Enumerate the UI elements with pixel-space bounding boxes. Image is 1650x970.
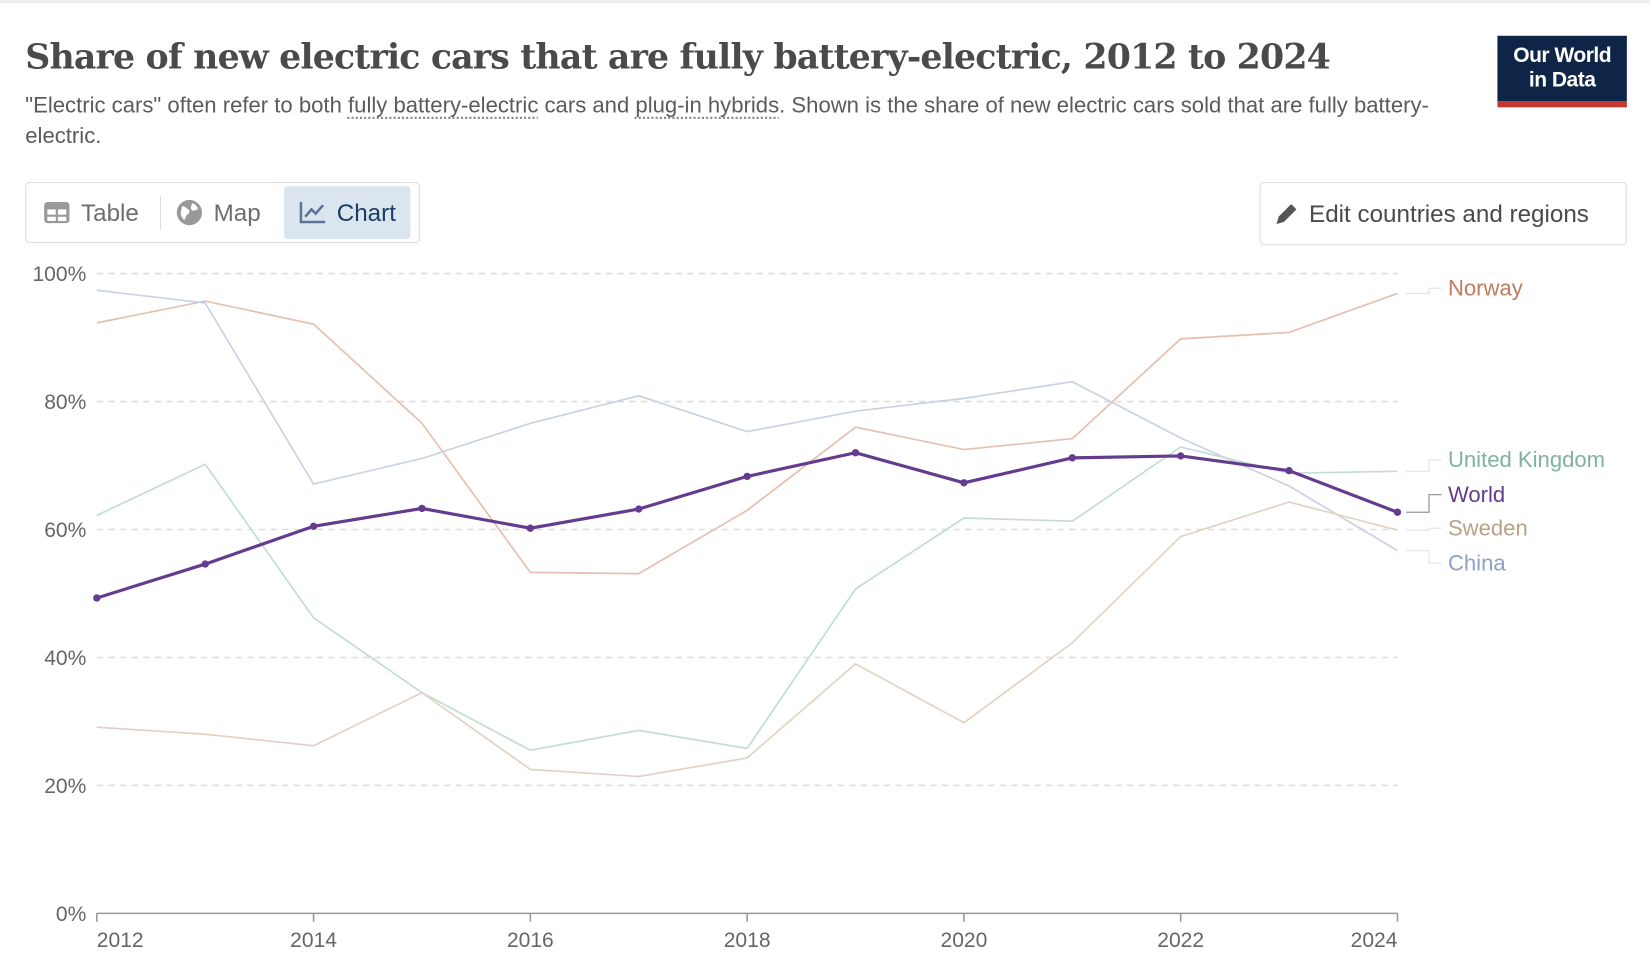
edit-countries-button[interactable]: Edit countries and regions [1259, 182, 1627, 246]
link-plug-in-hybrids[interactable]: plug-in hybrids [635, 93, 780, 118]
data-point [526, 524, 535, 532]
series-label: China [1448, 550, 1506, 575]
series-line-united-kingdom [96, 446, 1398, 752]
series-line-china [96, 289, 1398, 552]
data-point [93, 594, 101, 602]
subtitle-text: . Shown is the share of new electric car… [25, 93, 1429, 149]
owid-logo[interactable]: Our World in Data [1497, 35, 1627, 108]
link-fully-battery-electric[interactable]: fully battery-electric [348, 93, 539, 118]
x-tick-label: 2016 [507, 929, 554, 952]
data-point [201, 560, 209, 568]
chart-title: Share of new electric cars that are full… [25, 35, 1331, 77]
x-tick-label: 2020 [941, 929, 988, 952]
label-connector [1405, 493, 1442, 513]
line-chart-icon [299, 202, 326, 224]
top-border [0, 0, 1650, 4]
x-tick-label: 2022 [1157, 929, 1204, 952]
data-point [851, 449, 860, 457]
series-label: World [1448, 482, 1505, 507]
y-tick-label: 100% [32, 263, 86, 286]
pencil-icon [1276, 204, 1297, 225]
label-connector [1405, 527, 1442, 531]
x-tick-label: 2018 [724, 929, 771, 952]
series-label: United Kingdom [1448, 447, 1605, 472]
series-line-norway [96, 292, 1398, 575]
subtitle-text: "Electric cars" often refer to both [25, 93, 349, 118]
data-point [418, 504, 426, 513]
data-point [309, 522, 318, 531]
logo-bar [1497, 101, 1627, 108]
x-tick-label: 2012 [97, 929, 144, 952]
data-point [960, 479, 968, 487]
chart-subtitle: "Electric cars" often refer to both full… [25, 90, 1456, 151]
subtitle-text: cars and [538, 93, 636, 118]
tab-table[interactable]: Table [43, 186, 139, 239]
tab-divider [159, 195, 162, 230]
series-label: Norway [1448, 276, 1523, 301]
data-point [1285, 466, 1293, 475]
x-tick-label: 2014 [290, 929, 337, 952]
data-point [1068, 454, 1076, 462]
y-tick-label: 40% [44, 647, 86, 670]
data-point [743, 472, 751, 481]
edit-button-label: Edit countries and regions [1309, 199, 1589, 227]
logo-line: Our World [1513, 44, 1612, 68]
logo-line: in Data [1528, 68, 1596, 92]
y-tick-label: 80% [44, 391, 86, 414]
tab-label: Map [213, 198, 261, 226]
y-tick-label: 0% [56, 903, 86, 926]
series-line-sweden [96, 501, 1398, 778]
data-point [635, 505, 643, 513]
label-connector [1405, 459, 1442, 472]
x-tick-label: 2024 [1351, 929, 1398, 952]
table-icon [44, 202, 70, 224]
data-point [1176, 452, 1185, 460]
label-connector [1405, 287, 1442, 295]
label-connector [1405, 549, 1442, 564]
series-label: Sweden [1448, 516, 1528, 541]
view-tabs: Table Map Chart [25, 182, 420, 244]
tab-label: Chart [336, 198, 396, 226]
y-tick-label: 20% [44, 775, 86, 798]
globe-icon [176, 199, 203, 226]
tab-map[interactable]: Map [176, 186, 261, 239]
tab-label: Table [81, 198, 139, 226]
data-point [1393, 508, 1402, 516]
tab-chart[interactable]: Chart [284, 186, 411, 239]
y-tick-label: 60% [44, 519, 86, 542]
